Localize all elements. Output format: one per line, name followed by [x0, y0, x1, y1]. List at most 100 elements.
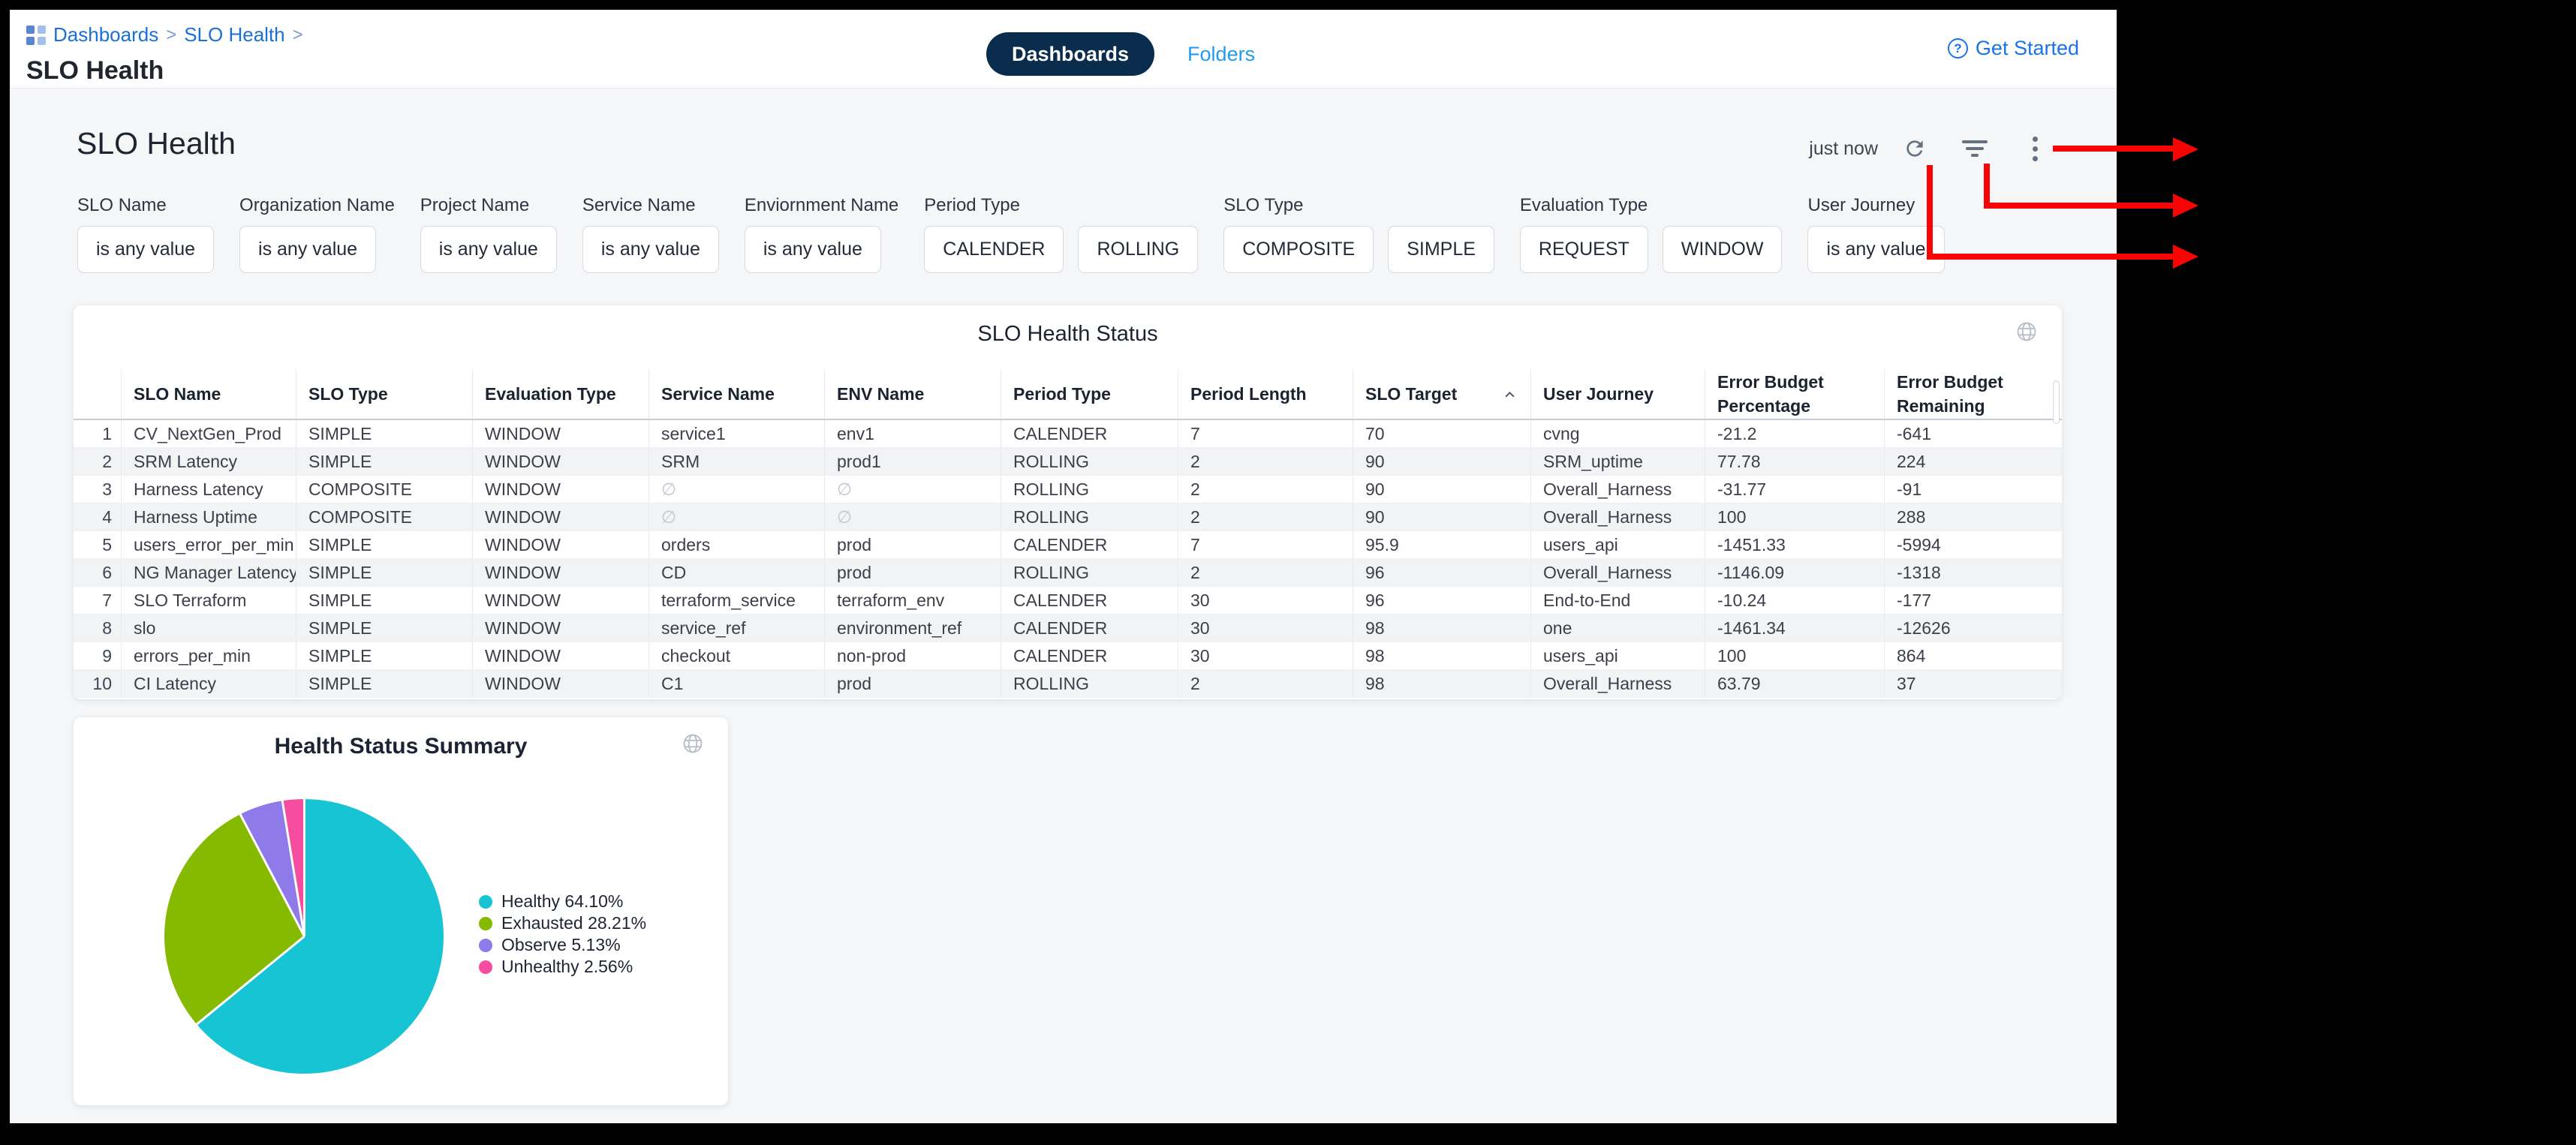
column-header[interactable]: Period Type	[1001, 369, 1178, 419]
table-cell: CALENDER	[1001, 420, 1178, 447]
filter-value-pill[interactable]: is any value	[582, 226, 719, 273]
filter-value-pill[interactable]: CALENDER	[924, 226, 1064, 273]
breadcrumb: Dashboards > SLO Health >	[26, 23, 303, 47]
filter-label: SLO Name	[77, 195, 167, 215]
table-row: 3 Harness Latency COMPOSITE WINDOW ∅ ∅ ROLLING…	[74, 476, 2062, 503]
table-cell: COMPOSITE	[296, 476, 473, 503]
table-cell: ROLLING	[1001, 559, 1178, 586]
more-options-button[interactable]	[2022, 136, 2048, 161]
legend-color-marker	[479, 894, 492, 909]
table-cell: 30	[1178, 642, 1353, 669]
column-header[interactable]: User Journey	[1531, 369, 1705, 419]
table-cell: prod	[825, 559, 1001, 586]
row-number: 8	[74, 615, 122, 642]
table-cell: service1	[649, 420, 825, 447]
legend-item[interactable]: Exhausted 28.21%	[479, 913, 646, 933]
filter-group: SLO Type COMPOSITE SIMPLE	[1223, 195, 1494, 273]
filter-value-pill[interactable]: REQUEST	[1519, 226, 1648, 273]
table-cell: terraform_env	[825, 587, 1001, 614]
column-header[interactable]: Error Budget Percentage	[1705, 369, 1885, 419]
column-header[interactable]: Period Length	[1178, 369, 1353, 419]
filter-button[interactable]	[1962, 136, 1988, 161]
filter-value-pill[interactable]: is any value	[239, 226, 377, 273]
row-number: 4	[74, 503, 122, 530]
table-cell: 63.79	[1705, 670, 1885, 697]
filter-value-pill[interactable]: is any value	[77, 226, 215, 273]
table-cell: 95.9	[1353, 531, 1531, 558]
filter-value-pill[interactable]: SIMPLE	[1388, 226, 1494, 273]
filter-group: Period Type CALENDER ROLLING	[924, 195, 1199, 273]
filter-value-pill[interactable]: is any value	[1807, 226, 1945, 273]
table-cell: CALENDER	[1001, 531, 1178, 558]
get-started-button[interactable]: ? Get Started	[1947, 37, 2079, 60]
filter-value-pill[interactable]: is any value	[744, 226, 881, 273]
table-cell: NG Manager Latency	[122, 559, 296, 586]
table-cell: -12626	[1897, 618, 1951, 638]
filter-values: COMPOSITE SIMPLE	[1223, 226, 1494, 273]
table-cell: -1461.34	[1705, 615, 1885, 642]
filter-label: Enviornment Name	[744, 195, 899, 215]
table-cell: 224	[1897, 451, 1926, 471]
table-cell: 2	[1178, 476, 1353, 503]
tab-dashboards[interactable]: Dashboards	[986, 32, 1155, 76]
table-cell: ∅	[825, 476, 1001, 503]
filter-value-pill[interactable]: COMPOSITE	[1223, 226, 1374, 273]
table-cell: 77.78	[1705, 448, 1885, 475]
table-cell: 96	[1353, 559, 1531, 586]
table-row: 2 SRM Latency SIMPLE WINDOW SRM prod1 ROLLING 2…	[74, 448, 2062, 476]
table-cell: 90	[1353, 503, 1531, 530]
table-cell: Overall_Harness	[1531, 476, 1705, 503]
refresh-button[interactable]	[1902, 136, 1927, 161]
filter-value-pill[interactable]: is any value	[420, 226, 557, 273]
chevron-right-icon: >	[292, 24, 303, 45]
column-header[interactable]: Evaluation Type	[473, 369, 649, 419]
table-cell: prod	[825, 531, 1001, 558]
tab-folders[interactable]: Folders	[1187, 42, 1256, 65]
table-cell: ROLLING	[1001, 476, 1178, 503]
help-circle-icon: ?	[1947, 38, 1968, 59]
table-cell: one	[1531, 615, 1705, 642]
table-cell: 98	[1353, 670, 1531, 697]
column-header[interactable]: Error Budget Remaining	[1897, 371, 2003, 416]
filter-value-pill[interactable]: WINDOW	[1662, 226, 1783, 273]
table-cell: WINDOW	[473, 420, 649, 447]
globe-icon[interactable]	[2015, 320, 2038, 347]
row-number: 2	[74, 448, 122, 475]
table-cell: ∅	[649, 503, 825, 530]
table-cell: -31.77	[1705, 476, 1885, 503]
table-cell: 7	[1178, 420, 1353, 447]
table-cell: COMPOSITE	[296, 503, 473, 530]
column-header[interactable]: SLO Name	[122, 369, 296, 419]
table-cell: Harness Latency	[122, 476, 296, 503]
table-cell: CALENDER	[1001, 642, 1178, 669]
table-cell: cvng	[1531, 420, 1705, 447]
column-header[interactable]: Service Name	[649, 369, 825, 419]
table-cell: WINDOW	[473, 642, 649, 669]
table-body: 1 CV_NextGen_Prod SIMPLE WINDOW service1 env1…	[74, 420, 2062, 698]
health-status-summary-tile: Health Status Summary Healthy 64.10% Exha…	[74, 717, 728, 1105]
table-cell: SRM_uptime	[1531, 448, 1705, 475]
legend-item[interactable]: Observe 5.13%	[479, 935, 646, 954]
table-cell: End-to-End	[1531, 587, 1705, 614]
legend-item[interactable]: Unhealthy 2.56%	[479, 957, 646, 976]
legend-label: Healthy 64.10%	[501, 891, 624, 911]
table-cell: -1451.33	[1705, 531, 1885, 558]
app-window: Dashboards > SLO Health > SLO Health Das…	[10, 10, 2117, 1123]
table-scrollbar[interactable]	[2053, 380, 2060, 424]
table-cell: SLO Terraform	[122, 587, 296, 614]
filter-value-pill[interactable]: ROLLING	[1078, 226, 1199, 273]
breadcrumb-link-slo-health[interactable]: SLO Health	[184, 23, 285, 46]
row-number: 10	[74, 670, 122, 697]
legend-item[interactable]: Healthy 64.10%	[479, 891, 646, 911]
table-row: 1 CV_NextGen_Prod SIMPLE WINDOW service1 env1…	[74, 420, 2062, 448]
table-cell: 100	[1705, 642, 1885, 669]
table-cell: checkout	[649, 642, 825, 669]
column-header[interactable]: ENV Name	[825, 369, 1001, 419]
column-header[interactable]: SLO Type	[296, 369, 473, 419]
table-cell: terraform_service	[649, 587, 825, 614]
table-cell: env1	[825, 420, 1001, 447]
globe-icon[interactable]	[682, 732, 704, 759]
column-header[interactable]: SLO Target	[1353, 369, 1531, 419]
breadcrumb-link-dashboards[interactable]: Dashboards	[53, 23, 159, 46]
